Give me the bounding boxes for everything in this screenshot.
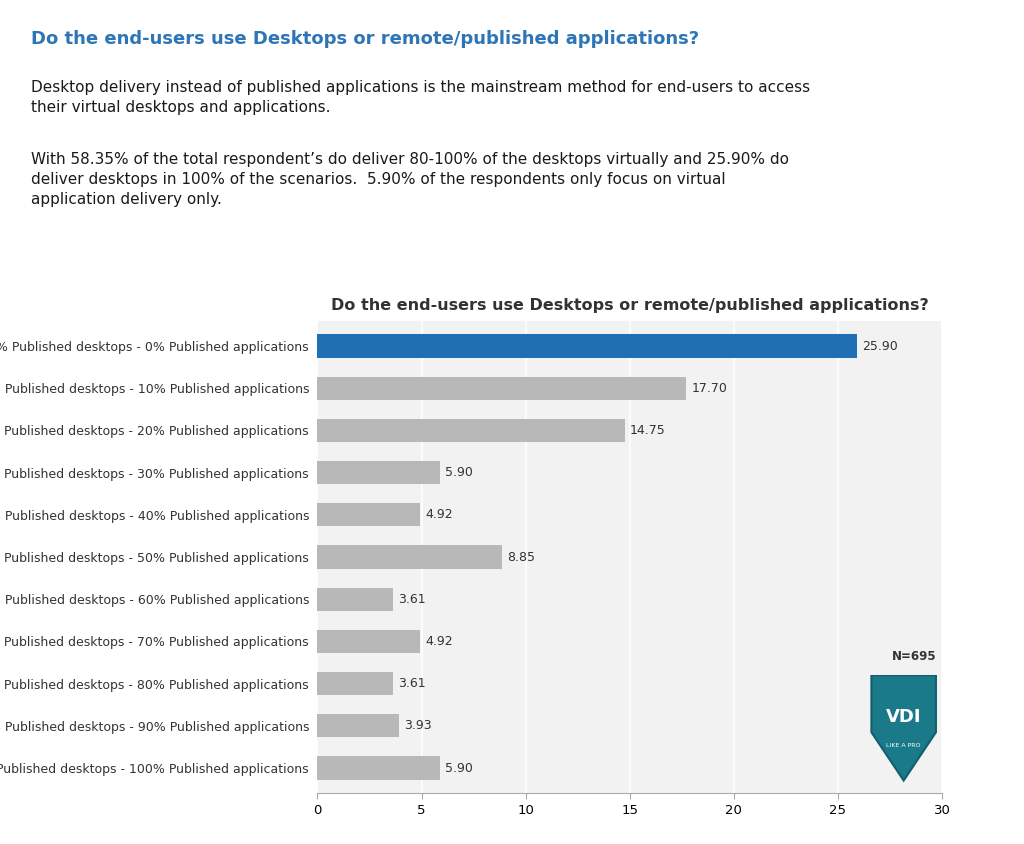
- Bar: [317, 587, 392, 611]
- Text: 4.92: 4.92: [425, 508, 453, 522]
- Bar: [317, 503, 420, 527]
- Bar: [317, 630, 420, 653]
- Polygon shape: [871, 675, 936, 781]
- Text: N=695: N=695: [892, 650, 937, 663]
- Bar: [317, 672, 392, 695]
- Text: LIKE A PRO: LIKE A PRO: [887, 743, 921, 748]
- Bar: [317, 461, 440, 484]
- Text: VDI: VDI: [886, 708, 922, 726]
- Bar: [317, 376, 686, 400]
- Text: Do the end-users use Desktops or remote/published applications?: Do the end-users use Desktops or remote/…: [31, 30, 698, 47]
- Text: 14.75: 14.75: [630, 424, 666, 437]
- Text: 17.70: 17.70: [691, 381, 727, 395]
- Text: 5.90: 5.90: [445, 466, 473, 479]
- Bar: [317, 714, 399, 738]
- Text: With 58.35% of the total respondent’s do deliver 80-100% of the desktops virtual: With 58.35% of the total respondent’s do…: [31, 152, 788, 207]
- Bar: [317, 334, 857, 358]
- Title: Do the end-users use Desktops or remote/published applications?: Do the end-users use Desktops or remote/…: [331, 298, 929, 312]
- Text: 3.61: 3.61: [397, 677, 425, 690]
- Text: 3.93: 3.93: [404, 719, 432, 733]
- Text: 3.61: 3.61: [397, 592, 425, 606]
- Bar: [317, 756, 440, 780]
- Bar: [317, 419, 625, 442]
- Text: 5.90: 5.90: [445, 761, 473, 775]
- Text: 4.92: 4.92: [425, 635, 453, 648]
- Text: 25.90: 25.90: [862, 339, 898, 353]
- Text: Desktop delivery instead of published applications is the mainstream method for : Desktop delivery instead of published ap…: [31, 80, 810, 115]
- Text: 8.85: 8.85: [507, 550, 535, 564]
- Bar: [317, 545, 502, 569]
